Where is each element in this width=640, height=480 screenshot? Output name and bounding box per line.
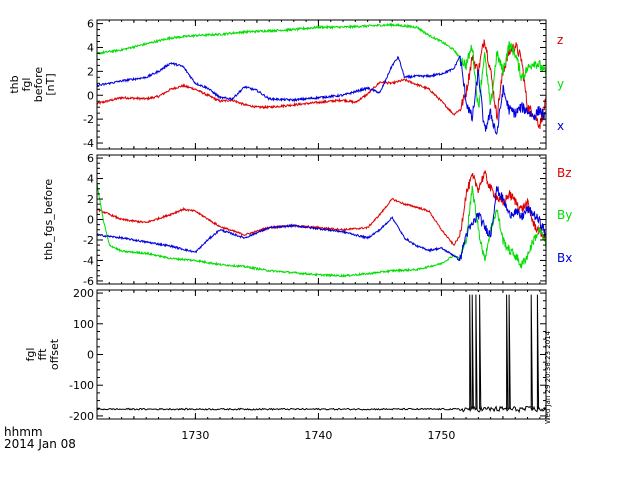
fft-spike-1 <box>471 294 474 410</box>
y-axis-label: fft <box>36 348 49 361</box>
y-tick-label: -4 <box>83 137 94 150</box>
y-tick-label: 2 <box>87 65 94 78</box>
y-tick-label: 0 <box>87 89 94 102</box>
y-tick-label: -200 <box>69 410 94 423</box>
series-line-fft-offset <box>97 405 546 414</box>
date-label: 2014 Jan 08 <box>4 437 76 451</box>
series-line-z <box>97 39 546 130</box>
y-tick-label: 0 <box>87 214 94 227</box>
y-axis-label: fgl <box>20 78 33 92</box>
x-tick-label: 1750 <box>427 429 455 442</box>
y-axis-label: thb <box>8 75 21 93</box>
plot-area <box>97 294 546 414</box>
legend-entry-y: y <box>557 77 564 91</box>
plot-frame <box>96 19 547 150</box>
panel-fgs-before: -6 -4 -2 0 2 4 6 thb_fgs_before Bz By Bx <box>42 152 572 288</box>
y-tick-label: 6 <box>87 152 94 165</box>
fft-spike-4 <box>506 294 509 410</box>
y-tick-label: 200 <box>73 287 94 300</box>
series-line-bz <box>97 170 546 246</box>
series-line-bx <box>97 186 546 262</box>
legend-entry-z: z <box>557 33 563 47</box>
x-tick-label: 1740 <box>304 429 332 442</box>
y-tick-label: 2 <box>87 193 94 206</box>
y-tick-label: -100 <box>69 379 94 392</box>
fft-spike-2 <box>475 294 478 410</box>
fft-spike-6 <box>530 294 533 410</box>
legend-entry-x: x <box>557 119 564 133</box>
y-tick-label: -4 <box>83 254 94 267</box>
y-tick-label: -2 <box>83 113 94 126</box>
x-tick-label: 1730 <box>181 429 209 442</box>
y-axis-label: offset <box>48 338 61 370</box>
y-tick-label: 6 <box>87 18 94 31</box>
y-tick-label: 0 <box>87 349 94 362</box>
series-line-by <box>97 182 546 278</box>
series-line-x <box>97 55 546 136</box>
y-tick-label: 100 <box>73 318 94 331</box>
y-tick-label: 4 <box>87 41 94 54</box>
footer-label: hhmm 2014 Jan 08 <box>4 426 76 450</box>
legend-entry-bz: Bz <box>557 166 572 180</box>
plot-area <box>97 170 546 278</box>
y-axis-label: before <box>32 67 45 103</box>
fft-spike-3 <box>479 294 482 410</box>
y-axis-label: thb_fgs_before <box>42 179 55 260</box>
fft-spike-5 <box>508 294 511 410</box>
fft-spike-7 <box>536 294 540 410</box>
panel-fgl-before: -4 -2 0 2 4 6 thb fgl before [nT] z y x <box>8 18 564 150</box>
plot-area <box>97 22 546 136</box>
y-tick-label: 4 <box>87 173 94 186</box>
timestamp-stamp: Wed Jan 29 20:38:23 2014 <box>544 330 552 424</box>
time-format-label: hhmm <box>4 425 43 439</box>
panel-fft-offset: -200 -100 0 100 200 1730 1740 1750 fgl fft offset <box>24 287 547 442</box>
y-axis-label: [nT] <box>44 73 57 95</box>
y-tick-label: -6 <box>83 275 94 288</box>
legend-entry-by: By <box>557 208 572 222</box>
legend-entry-bx: Bx <box>557 251 572 265</box>
y-tick-label: -2 <box>83 234 94 247</box>
fft-spike-0 <box>469 294 472 410</box>
series-line-y <box>97 22 546 108</box>
plot-frame <box>96 289 547 420</box>
y-axis-label: fgl <box>24 348 37 362</box>
